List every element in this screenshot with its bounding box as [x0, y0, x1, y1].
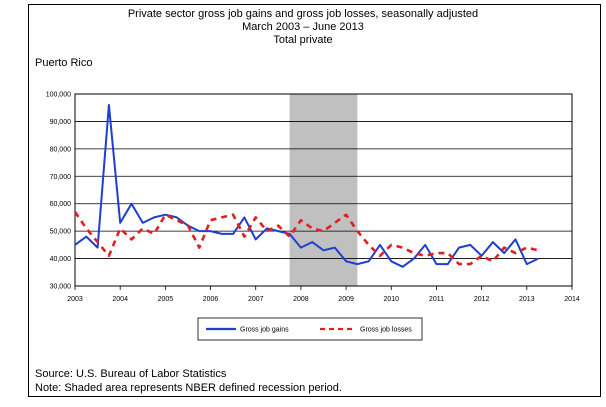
- legend-label-gains: Gross job gains: [240, 327, 289, 334]
- y-tick-label: 90,000: [50, 119, 72, 126]
- legend-box: [197, 317, 423, 341]
- y-tick-label: 50,000: [50, 229, 72, 236]
- y-tick-label: 30,000: [50, 284, 72, 291]
- x-tick-label: 2014: [564, 296, 580, 303]
- x-tick-label: 2010: [383, 296, 399, 303]
- series-line-losses: [73, 211, 539, 266]
- x-tick-label: 2007: [248, 296, 264, 303]
- y-tick-label: 80,000: [50, 146, 72, 153]
- chart-title-line-2: March 2003 – June 2013: [242, 21, 364, 33]
- y-tick-label: 100,000: [46, 92, 71, 99]
- recession-shade: [289, 94, 358, 286]
- y-tick-label: 60,000: [50, 201, 72, 208]
- x-tick-label: 2005: [158, 296, 174, 303]
- x-tick-label: 2004: [112, 296, 128, 303]
- y-tick-label: 70,000: [50, 174, 72, 181]
- chart-title-line-3: Total private: [273, 34, 333, 46]
- x-tick-label: 2013: [519, 296, 535, 303]
- x-tick-label: 2011: [429, 296, 444, 303]
- source-note: Source: U.S. Bureau of Labor Statistics: [35, 368, 227, 380]
- region-label: Puerto Rico: [35, 57, 93, 69]
- x-tick-label: 2009: [338, 296, 354, 303]
- x-tick-label: 2006: [203, 296, 219, 303]
- chart-title-line-1: Private sector gross job gains and gross…: [127, 8, 479, 20]
- x-tick-label: 2003: [67, 296, 83, 303]
- series-line-gains: [74, 104, 539, 268]
- y-tick-label: 40,000: [50, 256, 72, 263]
- x-tick-label: 2008: [293, 296, 309, 303]
- legend-label-losses: Gross job losses: [360, 327, 412, 334]
- recession-note: Note: Shaded area represents NBER define…: [35, 382, 342, 394]
- x-tick-label: 2012: [474, 296, 490, 303]
- plot-border: [74, 93, 573, 287]
